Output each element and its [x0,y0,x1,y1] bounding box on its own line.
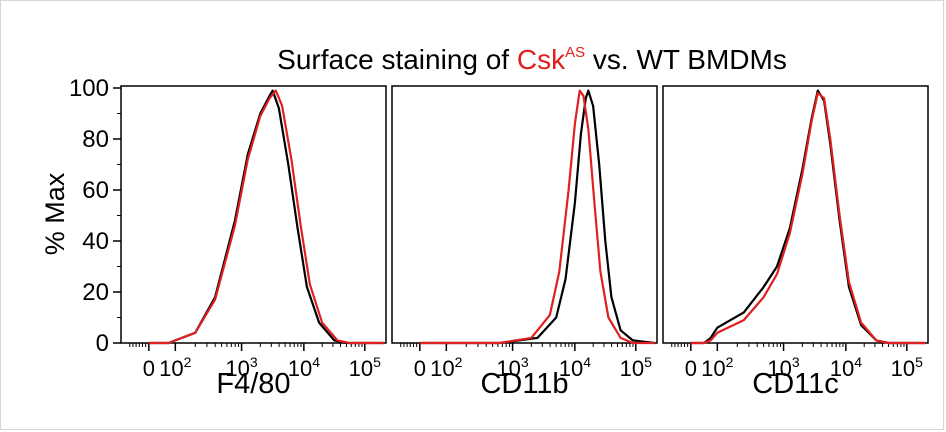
x-axis-label: F4/80 [216,368,290,400]
y-tick-label: 80 [82,126,109,153]
y-tick-label: 60 [82,177,109,204]
panel-frame [120,85,387,344]
y-axis-label: % Max [40,172,70,255]
title-suffix: vs. WT BMDMs [585,44,787,75]
x-tick-label: 102 [701,354,733,381]
title-highlight: Csk [517,44,566,75]
x-tick-label: 103 [225,354,257,381]
wt-histogram-line [419,89,655,345]
x-tick-label: 104 [830,354,862,381]
x-tick-label: 102 [430,354,462,381]
title-prefix: Surface staining of [277,44,517,75]
panel-f4-80: 0 102 103 104 105 F4/80 [120,85,387,400]
x-tick-label: 0 [414,356,426,381]
x-tick-label: 103 [767,354,799,381]
chart-title: Surface staining of CskAS vs. WT BMDMs [277,44,787,75]
y-axis: 0 20 40 60 80 100 [69,75,121,357]
y-tick-label: 20 [82,279,109,306]
wt-histogram-line [148,89,384,345]
panel-frame [391,85,658,344]
cskas-histogram-line [419,89,655,345]
wt-histogram-line [690,89,926,345]
y-tick-label: 100 [69,75,109,102]
cskas-histogram-line [690,92,926,345]
panel-cd11b: 0 102 103 104 105 CD11b [391,85,658,400]
x-tick-label: 105 [891,354,923,381]
x-tick-label: 102 [159,354,191,381]
x-tick-label: 104 [559,354,591,381]
x-tick-label: 104 [288,354,320,381]
x-axis-label: CD11b [480,368,568,400]
x-tick-label: 105 [620,354,652,381]
x-tick-label: 103 [496,354,528,381]
y-tick-label: 0 [96,330,109,357]
y-tick-label: 40 [82,228,109,255]
panel-frame [662,85,929,344]
x-tick-label: 0 [685,356,697,381]
x-tick-label: 0 [143,356,155,381]
panel-cd11c: 0 102 103 104 105 CD11c [662,85,929,400]
title-superscript: AS [565,44,585,61]
cskas-histogram-line [148,89,384,345]
x-axis-label: CD11c [752,368,839,400]
x-tick-label: 105 [349,354,381,381]
